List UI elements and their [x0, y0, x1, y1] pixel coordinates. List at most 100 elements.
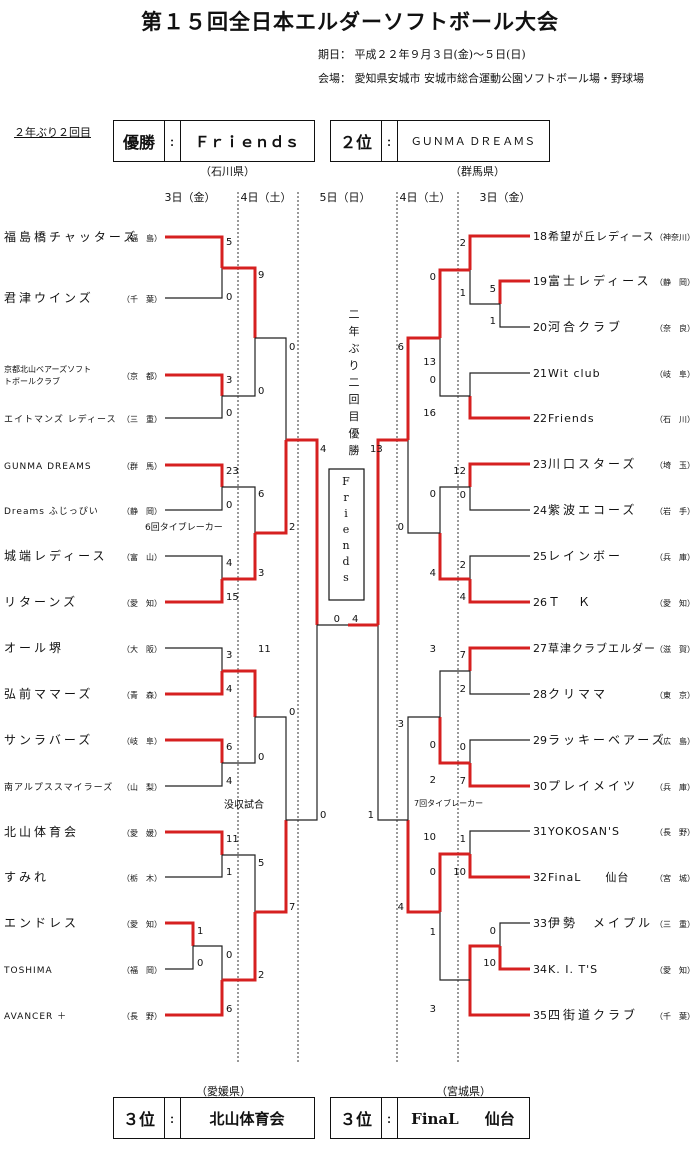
score: 5 — [490, 284, 496, 295]
team-number: 33 — [533, 917, 547, 930]
team-name: 紫波エコーズ — [548, 502, 637, 517]
bracket-line — [469, 555, 530, 579]
score: 10 — [453, 867, 466, 878]
bracket-line — [165, 463, 224, 487]
bracket-line — [165, 579, 224, 604]
bracket-line — [468, 854, 530, 879]
team-name: サンラバーズ — [4, 732, 93, 747]
third-left-box: ３位 : 北山体育会 — [113, 1097, 315, 1139]
note-forfeit: 没収試合 — [224, 798, 264, 811]
team-number: 27 — [533, 642, 547, 655]
score: 13 — [423, 357, 436, 368]
team-prefecture: （富 山） — [122, 552, 162, 562]
final-caption-char: 回 — [349, 393, 360, 406]
team-name: トボールクラブ — [4, 376, 60, 386]
bracket-line — [165, 946, 194, 970]
team-number: 29 — [533, 734, 547, 747]
team-prefecture: （兵 庫） — [655, 782, 695, 792]
score: 1 — [368, 810, 374, 821]
day-header-4-right: 4日（土） — [400, 191, 451, 204]
bracket-line — [439, 486, 470, 533]
score: 6 — [258, 489, 264, 500]
champion-pref: （石川県） — [200, 165, 255, 178]
team-prefecture: （石 川） — [655, 415, 695, 424]
bracket-line — [468, 396, 530, 420]
note-tiebreak: 7回タイブレーカー — [414, 798, 483, 808]
final-caption-char: 年 — [349, 324, 360, 338]
event-venue: 会場： 愛知県安城市 安城市総合運動公園ソフトボール場・野球場 — [318, 72, 644, 85]
team-prefecture: （岩 手） — [655, 506, 695, 516]
team-name: 弘前ママーズ — [4, 686, 93, 701]
score: 10 — [423, 832, 436, 843]
score: 7 — [460, 776, 466, 787]
team-prefecture: （兵 庫） — [655, 552, 695, 562]
third-left-label: ３位 — [122, 1110, 155, 1129]
team-name: 希望が丘レディース — [548, 229, 655, 243]
team-number: 35 — [533, 1009, 547, 1022]
team-prefecture: （岐 阜） — [655, 369, 695, 379]
bracket-line — [468, 579, 530, 604]
team-name: ラッキーベアーズ — [548, 732, 667, 747]
bracket-line — [499, 304, 530, 328]
score: 1 — [460, 834, 466, 845]
score: 4 — [226, 558, 232, 569]
team-name: クリママ — [548, 687, 608, 701]
team-prefecture: （埼 玉） — [655, 460, 695, 470]
score: 4 — [352, 614, 358, 625]
bracket-line — [222, 717, 256, 764]
day-header-3-left: 3日（金） — [165, 190, 216, 204]
team-name: AVANCER ＋ — [4, 1011, 67, 1022]
bracket-line — [165, 738, 224, 763]
bracket-line — [468, 234, 530, 270]
score: 0 — [226, 292, 232, 303]
score: 0 — [197, 958, 203, 969]
bracket-line — [165, 921, 195, 946]
score: 0 — [289, 707, 295, 718]
score: 3 — [398, 719, 404, 730]
bracket-line — [406, 820, 440, 914]
second-colon: : — [386, 132, 392, 150]
score: 0 — [226, 500, 232, 511]
team-number: 20 — [533, 321, 547, 334]
bracket-line — [438, 852, 470, 912]
team-name: YOKOSAN'S — [547, 825, 620, 838]
score: 3 — [430, 1004, 436, 1015]
final-box — [328, 468, 365, 601]
bracket-line — [165, 647, 223, 671]
score: 6 — [226, 1004, 232, 1015]
team-name: GUNMA DREAMS — [4, 462, 92, 472]
team-name: レインボー — [548, 549, 623, 563]
team-prefecture: （長 野） — [122, 1012, 162, 1021]
team-name: 四街道クラブ — [548, 1007, 638, 1022]
page-title: 第１５回全日本エルダーソフトボール大会 — [141, 9, 559, 34]
bracket-line — [165, 763, 223, 787]
bracket-line — [377, 625, 408, 821]
score: 1 — [226, 867, 232, 878]
score: 6 — [398, 342, 404, 353]
team-name: 河合クラブ — [548, 319, 623, 334]
score: 3 — [226, 375, 232, 386]
score: 5 — [226, 237, 232, 248]
score: 4 — [320, 444, 326, 455]
final-box-letter: F — [342, 475, 350, 488]
bracket-line — [222, 486, 256, 533]
third-right-box: ３位 : FinaL 仙台 — [330, 1097, 530, 1139]
team-number: 34 — [533, 963, 547, 976]
team-number: 22 — [533, 412, 547, 425]
bracket-line — [498, 946, 530, 971]
score: 2 — [289, 522, 295, 533]
score: 3 — [226, 650, 232, 661]
score: 4 — [460, 592, 466, 603]
score: 0 — [460, 490, 466, 501]
final-box-letter: r — [343, 491, 349, 504]
team-name: オール堺 — [4, 641, 64, 655]
note-tiebreak: 6回タイブレーカー — [145, 521, 223, 533]
score: 16 — [423, 408, 436, 419]
bracket-line — [222, 912, 257, 982]
bracket-line — [165, 980, 224, 1017]
score: 0 — [490, 926, 496, 937]
bracket-line — [468, 763, 530, 788]
team-prefecture: （広 島） — [655, 736, 695, 746]
score: 3 — [258, 568, 264, 579]
score: 7 — [460, 650, 466, 661]
